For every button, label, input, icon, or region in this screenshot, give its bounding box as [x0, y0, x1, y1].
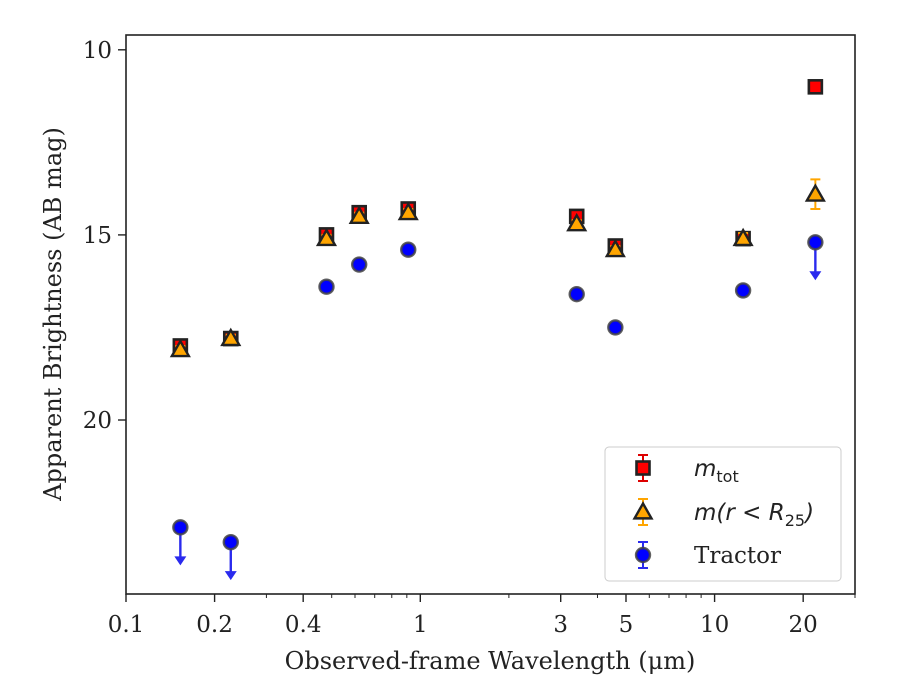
legend-label-main: Tractor	[694, 543, 781, 569]
data-point	[807, 234, 824, 251]
data-point	[568, 285, 585, 303]
x-tick-label: 0.2	[196, 612, 233, 638]
y-tick-label: 10	[83, 38, 112, 64]
data-marks	[169, 79, 826, 581]
plot-frame	[125, 34, 856, 595]
series-circle	[172, 234, 824, 581]
x-tick-label: 10	[700, 612, 729, 638]
x-tick-label: 1	[413, 612, 428, 638]
x-tick-label: 3	[553, 612, 568, 638]
data-point	[397, 201, 419, 221]
upper-limit-arrow-head	[809, 271, 822, 281]
series-triangle	[169, 178, 826, 358]
y-axis-label: Apparent Brightness (AB mag)	[39, 127, 67, 502]
axis-ticks: 0.1 0.2 0.4 1 3 5 10 20 10 15 20	[83, 38, 856, 638]
legend-box	[604, 446, 842, 582]
legend-label: m(r < R25)	[694, 500, 814, 530]
upper-limit-arrow-head	[224, 571, 237, 581]
x-tick-label: 20	[789, 612, 818, 638]
legend-marker	[634, 546, 652, 564]
legend-label: Tractor	[694, 543, 781, 569]
data-point	[607, 319, 624, 336]
y-tick-label: 15	[83, 223, 112, 249]
legend-label-subscript: 25	[785, 511, 805, 530]
upper-limit-arrow-head	[174, 556, 187, 566]
data-point	[222, 533, 239, 551]
data-point	[220, 327, 242, 347]
x-tick-label: 0.4	[285, 612, 322, 638]
legend-label: mtot	[694, 456, 739, 486]
y-tick-label: 20	[83, 408, 112, 434]
data-point	[566, 212, 588, 232]
data-point	[734, 282, 752, 299]
legend: mtot m(r < R25) Tractor	[604, 446, 842, 582]
data-point	[350, 256, 368, 273]
data-point	[348, 205, 370, 224]
x-axis-label: Observed-frame Wavelength (μm)	[285, 647, 696, 675]
x-tick-label: 5	[619, 612, 634, 638]
data-point	[400, 241, 417, 258]
legend-marker	[632, 501, 654, 520]
data-point	[732, 227, 754, 247]
data-point	[804, 183, 826, 202]
x-tick-label: 0.1	[108, 612, 145, 638]
legend-label-main: m	[694, 456, 716, 482]
series-square	[172, 79, 824, 354]
data-point	[807, 79, 824, 95]
legend-marker	[635, 460, 651, 476]
data-point	[169, 338, 191, 358]
data-point	[604, 238, 626, 258]
legend-label-main: m(r < R	[694, 500, 785, 526]
data-point	[172, 519, 189, 536]
data-point	[315, 227, 338, 247]
data-point	[318, 278, 335, 295]
legend-label-suffix: )	[803, 500, 814, 526]
legend-label-subscript: tot	[716, 467, 738, 486]
